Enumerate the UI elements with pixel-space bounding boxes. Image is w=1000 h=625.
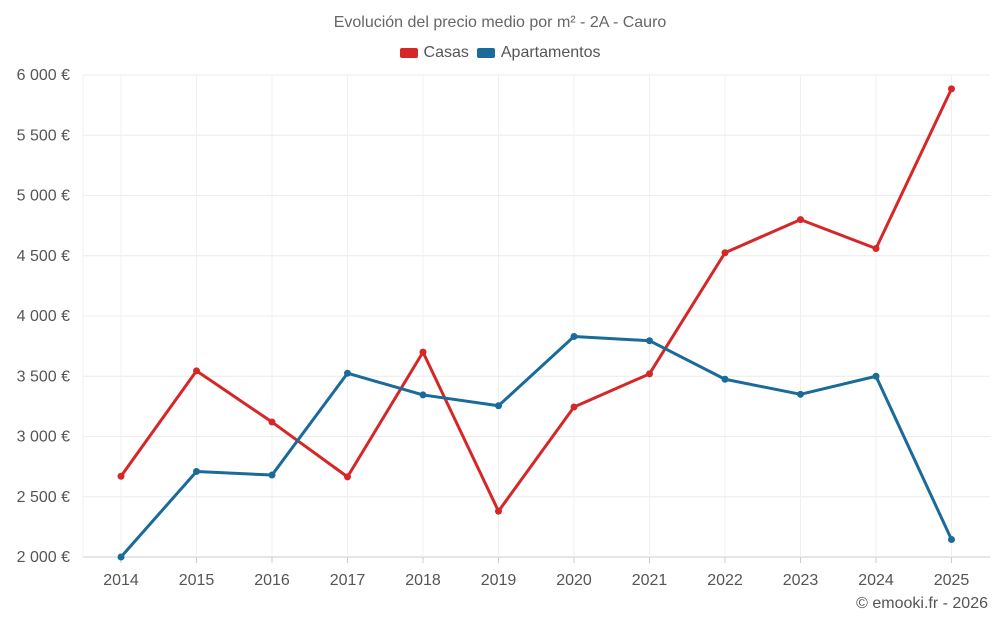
data-point-casas — [193, 367, 200, 375]
y-tick-label: 3 500 € — [17, 368, 70, 385]
y-tick-label: 3 000 € — [17, 429, 70, 446]
legend-label-apartamentos: Apartamentos — [500, 44, 601, 61]
y-tick-label: 5 500 € — [17, 127, 70, 144]
data-point-casas — [268, 418, 276, 426]
credit-text: © emooki.fr - 2026 — [856, 595, 988, 612]
data-point-apartamentos — [721, 375, 729, 383]
legend-swatch-apartamentos — [476, 48, 495, 58]
data-point-casas — [721, 249, 729, 257]
data-point-apartamentos — [646, 337, 653, 345]
data-point-casas — [117, 472, 125, 480]
y-tick-label: 4 000 € — [17, 308, 70, 325]
data-point-casas — [570, 403, 578, 411]
y-tick-label: 2 500 € — [17, 489, 70, 506]
x-tick-label: 2018 — [405, 572, 441, 589]
y-tick-label: 6 000 € — [17, 67, 70, 84]
x-tick-label: 2019 — [481, 572, 517, 589]
data-point-apartamentos — [117, 553, 125, 561]
x-tick-label: 2016 — [254, 572, 290, 589]
x-tick-label: 2015 — [179, 572, 215, 589]
data-point-apartamentos — [570, 332, 578, 340]
data-point-casas — [495, 507, 502, 515]
chart-title: Evolución del precio medio por m² - 2A -… — [333, 14, 667, 31]
data-point-apartamentos — [797, 390, 804, 398]
data-point-apartamentos — [419, 391, 427, 399]
y-tick-label: 2 000 € — [17, 549, 70, 566]
x-tick-label: 2021 — [632, 572, 668, 589]
data-point-apartamentos — [193, 467, 200, 475]
legend-label-casas: Casas — [423, 44, 469, 61]
data-point-casas — [797, 216, 804, 224]
legend-swatch-casas — [399, 48, 418, 58]
series-line-casas — [119, 87, 953, 513]
data-point-apartamentos — [495, 402, 502, 410]
data-point-casas — [872, 245, 880, 253]
data-point-apartamentos — [872, 372, 880, 380]
x-tick-label: 2020 — [556, 572, 592, 589]
y-tick-label: 4 500 € — [17, 248, 70, 265]
x-tick-label: 2014 — [103, 572, 139, 589]
data-point-apartamentos — [268, 471, 276, 479]
x-tick-label: 2023 — [783, 572, 819, 589]
x-tick-label: 2017 — [330, 572, 366, 589]
data-point-casas — [419, 348, 427, 356]
legend: Casas Apartamentos — [0, 44, 1000, 62]
legend-item-apartamentos[interactable]: Apartamentos — [476, 44, 601, 62]
y-tick-label: 5 000 € — [17, 188, 70, 205]
data-point-casas — [948, 85, 955, 93]
data-point-apartamentos — [948, 536, 955, 544]
x-tick-label: 2024 — [858, 572, 894, 589]
legend-item-casas[interactable]: Casas — [399, 44, 469, 62]
data-point-casas — [646, 370, 653, 378]
x-tick-label: 2025 — [934, 572, 970, 589]
series-line-apartamentos — [119, 334, 953, 559]
x-tick-label: 2022 — [707, 572, 743, 589]
data-point-apartamentos — [344, 369, 351, 377]
data-point-casas — [344, 473, 351, 481]
